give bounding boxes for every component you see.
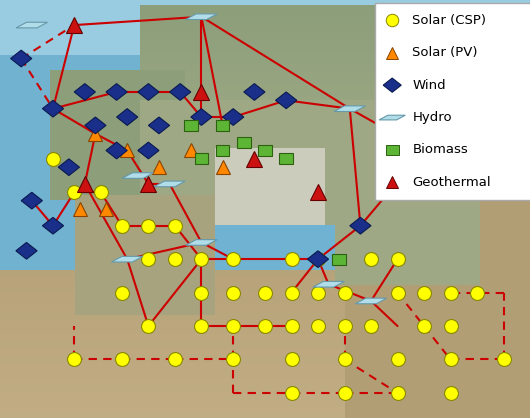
Polygon shape <box>42 100 64 117</box>
Bar <box>216 120 229 131</box>
Polygon shape <box>106 142 127 159</box>
Text: Hydro: Hydro <box>412 111 452 124</box>
Bar <box>279 153 293 164</box>
Polygon shape <box>138 142 159 159</box>
Polygon shape <box>16 22 48 28</box>
Polygon shape <box>191 109 212 125</box>
Polygon shape <box>117 109 138 125</box>
Text: Biomass: Biomass <box>412 143 468 156</box>
Polygon shape <box>16 242 37 259</box>
Bar <box>386 145 399 155</box>
Polygon shape <box>170 84 191 100</box>
Polygon shape <box>138 84 159 100</box>
Text: Wind: Wind <box>412 79 446 92</box>
Polygon shape <box>186 14 217 20</box>
Bar <box>332 254 346 265</box>
Polygon shape <box>85 117 106 134</box>
Polygon shape <box>11 50 32 67</box>
Polygon shape <box>244 84 265 100</box>
Text: Solar (PV): Solar (PV) <box>412 46 478 59</box>
Polygon shape <box>334 106 366 112</box>
Bar <box>195 153 208 164</box>
Polygon shape <box>186 240 217 245</box>
Bar <box>237 137 251 148</box>
Polygon shape <box>42 217 64 234</box>
Text: Solar (CSP): Solar (CSP) <box>412 14 487 27</box>
Polygon shape <box>379 115 405 120</box>
Polygon shape <box>408 148 440 153</box>
FancyBboxPatch shape <box>375 3 530 200</box>
Bar <box>216 145 229 156</box>
Text: Geothermal: Geothermal <box>412 176 491 189</box>
Polygon shape <box>307 251 329 268</box>
Polygon shape <box>223 109 244 125</box>
Bar <box>184 120 198 131</box>
Polygon shape <box>313 281 344 287</box>
Polygon shape <box>355 298 387 304</box>
Bar <box>258 145 272 156</box>
Polygon shape <box>111 256 143 262</box>
Polygon shape <box>350 217 371 234</box>
Polygon shape <box>276 92 297 109</box>
Polygon shape <box>383 78 401 92</box>
Polygon shape <box>122 173 154 178</box>
Polygon shape <box>106 84 127 100</box>
Polygon shape <box>154 181 186 187</box>
Polygon shape <box>58 159 80 176</box>
Polygon shape <box>21 192 42 209</box>
Polygon shape <box>74 84 95 100</box>
Polygon shape <box>148 117 170 134</box>
